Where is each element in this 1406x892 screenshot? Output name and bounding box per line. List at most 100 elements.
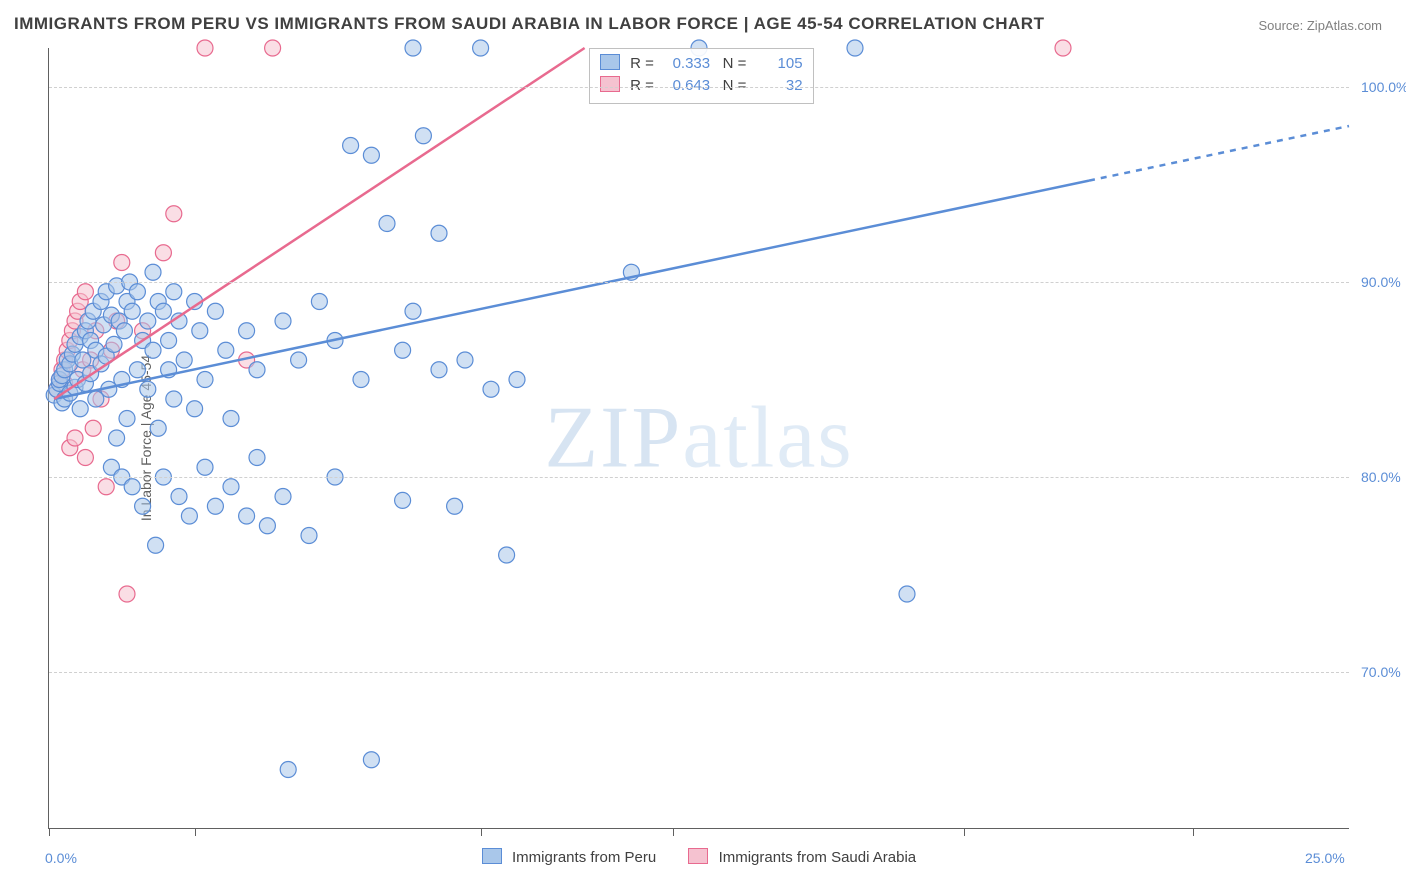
scatter-point: [171, 489, 187, 505]
swatch-saudi-icon: [688, 848, 708, 864]
scatter-point: [249, 362, 265, 378]
legend-row-peru: R = 0.333 N = 105: [600, 53, 803, 75]
scatter-point: [106, 336, 122, 352]
scatter-point: [395, 342, 411, 358]
gridline: [49, 87, 1349, 88]
scatter-point: [405, 303, 421, 319]
scatter-point: [161, 333, 177, 349]
scatter-point: [343, 138, 359, 154]
scatter-point: [363, 147, 379, 163]
scatter-point: [431, 362, 447, 378]
xtick: [964, 828, 965, 836]
scatter-point: [509, 372, 525, 388]
trend-line: [54, 181, 1089, 399]
scatter-point: [197, 459, 213, 475]
bottom-legend: Immigrants from Peru Immigrants from Sau…: [49, 848, 1349, 866]
bottom-legend-saudi: Immigrants from Saudi Arabia: [688, 848, 916, 866]
xtick: [49, 828, 50, 836]
scatter-point: [259, 518, 275, 534]
scatter-point: [155, 245, 171, 261]
scatter-point: [207, 303, 223, 319]
scatter-point: [192, 323, 208, 339]
scatter-point: [109, 430, 125, 446]
gridline: [49, 282, 1349, 283]
xtick: [673, 828, 674, 836]
scatter-point: [85, 420, 101, 436]
scatter-point: [67, 430, 83, 446]
scatter-point: [124, 303, 140, 319]
scatter-point: [483, 381, 499, 397]
scatter-point: [447, 498, 463, 514]
scatter-point: [473, 40, 489, 56]
scatter-point: [291, 352, 307, 368]
scatter-point: [249, 450, 265, 466]
legend-row-saudi: R = 0.643 N = 32: [600, 75, 803, 97]
peru-n: 105: [751, 53, 803, 75]
scatter-point: [239, 508, 255, 524]
gridline: [49, 477, 1349, 478]
scatter-point: [301, 528, 317, 544]
scatter-point: [1055, 40, 1071, 56]
correlation-legend: R = 0.333 N = 105 R = 0.643 N = 32: [589, 48, 814, 104]
source-label: Source: ZipAtlas.com: [1258, 18, 1382, 33]
ytick-label: 100.0%: [1361, 79, 1406, 95]
xtick-label: 25.0%: [1305, 850, 1345, 866]
scatter-point: [166, 206, 182, 222]
scatter-point: [187, 401, 203, 417]
gridline: [49, 672, 1349, 673]
scatter-point: [166, 284, 182, 300]
trend-line: [1089, 126, 1349, 181]
saudi-n: 32: [751, 75, 803, 97]
peru-label: Immigrants from Peru: [512, 849, 656, 866]
xtick: [195, 828, 196, 836]
scatter-point: [176, 352, 192, 368]
scatter-point: [140, 313, 156, 329]
scatter-point: [275, 313, 291, 329]
scatter-point: [499, 547, 515, 563]
scatter-point: [150, 420, 166, 436]
scatter-point: [265, 40, 281, 56]
scatter-point: [218, 342, 234, 358]
scatter-point: [98, 479, 114, 495]
scatter-point: [145, 342, 161, 358]
scatter-point: [311, 294, 327, 310]
scatter-point: [379, 216, 395, 232]
scatter-point: [140, 381, 156, 397]
scatter-point: [899, 586, 915, 602]
scatter-point: [847, 40, 863, 56]
swatch-peru-icon: [482, 848, 502, 864]
scatter-point: [363, 752, 379, 768]
swatch-saudi: [600, 76, 620, 92]
trend-line: [54, 48, 584, 399]
scatter-point: [223, 411, 239, 427]
scatter-point: [155, 303, 171, 319]
scatter-point: [223, 479, 239, 495]
swatch-peru: [600, 54, 620, 70]
scatter-point: [119, 411, 135, 427]
scatter-point: [135, 498, 151, 514]
peru-r: 0.333: [658, 53, 710, 75]
scatter-point: [197, 40, 213, 56]
scatter-point: [114, 255, 130, 271]
scatter-point: [353, 372, 369, 388]
scatter-point: [181, 508, 197, 524]
scatter-point: [395, 492, 411, 508]
xtick: [481, 828, 482, 836]
scatter-point: [405, 40, 421, 56]
saudi-label: Immigrants from Saudi Arabia: [719, 849, 917, 866]
scatter-point: [148, 537, 164, 553]
bottom-legend-peru: Immigrants from Peru: [482, 848, 656, 866]
scatter-point: [124, 479, 140, 495]
chart-title: IMMIGRANTS FROM PERU VS IMMIGRANTS FROM …: [14, 14, 1044, 34]
scatter-point: [129, 284, 145, 300]
plot-area: In Labor Force | Age 45-54 ZIPatlas R = …: [48, 48, 1349, 829]
scatter-point: [72, 401, 88, 417]
scatter-point: [275, 489, 291, 505]
scatter-point: [239, 323, 255, 339]
xtick: [1193, 828, 1194, 836]
scatter-point: [197, 372, 213, 388]
chart-svg: [49, 48, 1349, 828]
scatter-point: [129, 362, 145, 378]
scatter-point: [119, 586, 135, 602]
scatter-point: [415, 128, 431, 144]
